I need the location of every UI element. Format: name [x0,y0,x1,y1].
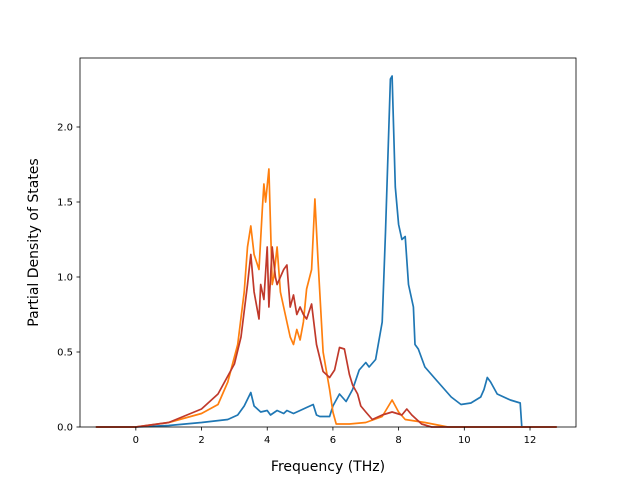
x-tick-label: 8 [395,435,401,446]
x-tick-label: 2 [198,435,204,446]
y-tick-label: 0.5 [57,348,73,359]
y-tick-label: 1.0 [57,273,73,284]
series-line-2 [95,168,558,428]
y-axis-label: Partial Density of States [26,158,42,326]
plot-area-frame [79,57,577,428]
x-axis-ticks: 0 2 4 6 8 10 12 [133,427,537,446]
series-layer [95,75,558,428]
y-axis-ticks: 0.0 0.5 1.0 1.5 2.0 [57,123,80,434]
series-line-3 [95,246,558,428]
x-tick-label: 6 [330,435,336,446]
y-tick-label: 0.0 [57,423,73,434]
x-tick-label: 12 [524,435,537,446]
y-tick-label: 2.0 [57,123,73,134]
x-axis-label: Frequency (THz) [271,459,385,475]
y-tick-label: 1.5 [57,198,73,209]
x-tick-label: 0 [133,435,139,446]
series-line-1 [95,75,531,428]
x-tick-label: 4 [264,435,270,446]
x-tick-label: 10 [458,435,471,446]
